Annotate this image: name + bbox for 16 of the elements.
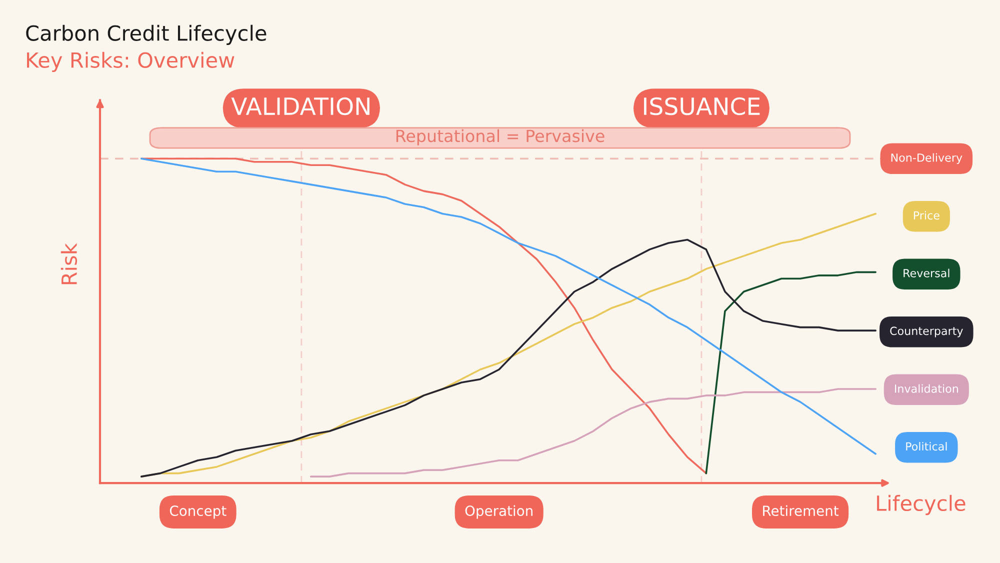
text: Price xyxy=(914,210,940,220)
text: Non-Delivery xyxy=(891,153,962,164)
x-tick-label: Operation xyxy=(465,505,532,519)
chart-title: Carbon Credit Lifecycle xyxy=(26,24,266,45)
x-tick-label: Concept xyxy=(170,506,226,519)
x-axis-title: Lifecycle xyxy=(877,494,966,516)
text: Reversal xyxy=(904,268,950,278)
text: ISSUANCE xyxy=(644,97,760,116)
y-axis-title: Risk xyxy=(60,243,78,284)
series-label: Counterparty xyxy=(890,326,963,338)
text: VALIDATION xyxy=(231,97,370,116)
x-tick-label: Retirement xyxy=(763,505,839,516)
chart-subtitle: Key Risks: Overview xyxy=(27,52,234,72)
text: Reputational = Pervasive xyxy=(396,129,604,146)
series-label: Invalidation xyxy=(894,384,958,393)
text: Political xyxy=(906,442,947,451)
